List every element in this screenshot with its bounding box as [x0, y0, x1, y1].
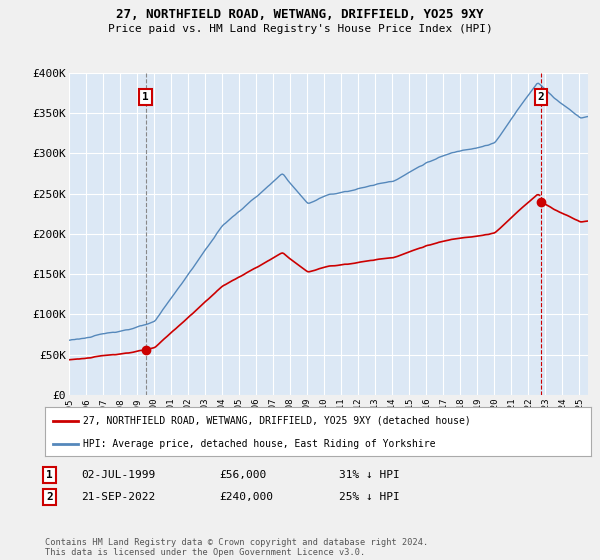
Text: 21-SEP-2022: 21-SEP-2022 — [81, 492, 155, 502]
Text: 02-JUL-1999: 02-JUL-1999 — [81, 470, 155, 480]
Text: 25% ↓ HPI: 25% ↓ HPI — [339, 492, 400, 502]
Text: Contains HM Land Registry data © Crown copyright and database right 2024.
This d: Contains HM Land Registry data © Crown c… — [45, 538, 428, 557]
Text: 31% ↓ HPI: 31% ↓ HPI — [339, 470, 400, 480]
Text: 27, NORTHFIELD ROAD, WETWANG, DRIFFIELD, YO25 9XY (detached house): 27, NORTHFIELD ROAD, WETWANG, DRIFFIELD,… — [83, 416, 471, 426]
Text: £56,000: £56,000 — [219, 470, 266, 480]
Text: HPI: Average price, detached house, East Riding of Yorkshire: HPI: Average price, detached house, East… — [83, 439, 436, 449]
Text: Price paid vs. HM Land Registry's House Price Index (HPI): Price paid vs. HM Land Registry's House … — [107, 24, 493, 34]
Text: 2: 2 — [538, 92, 544, 102]
Text: 1: 1 — [142, 92, 149, 102]
Text: £240,000: £240,000 — [219, 492, 273, 502]
Text: 27, NORTHFIELD ROAD, WETWANG, DRIFFIELD, YO25 9XY: 27, NORTHFIELD ROAD, WETWANG, DRIFFIELD,… — [116, 8, 484, 21]
Text: 2: 2 — [46, 492, 53, 502]
Text: 1: 1 — [46, 470, 53, 480]
